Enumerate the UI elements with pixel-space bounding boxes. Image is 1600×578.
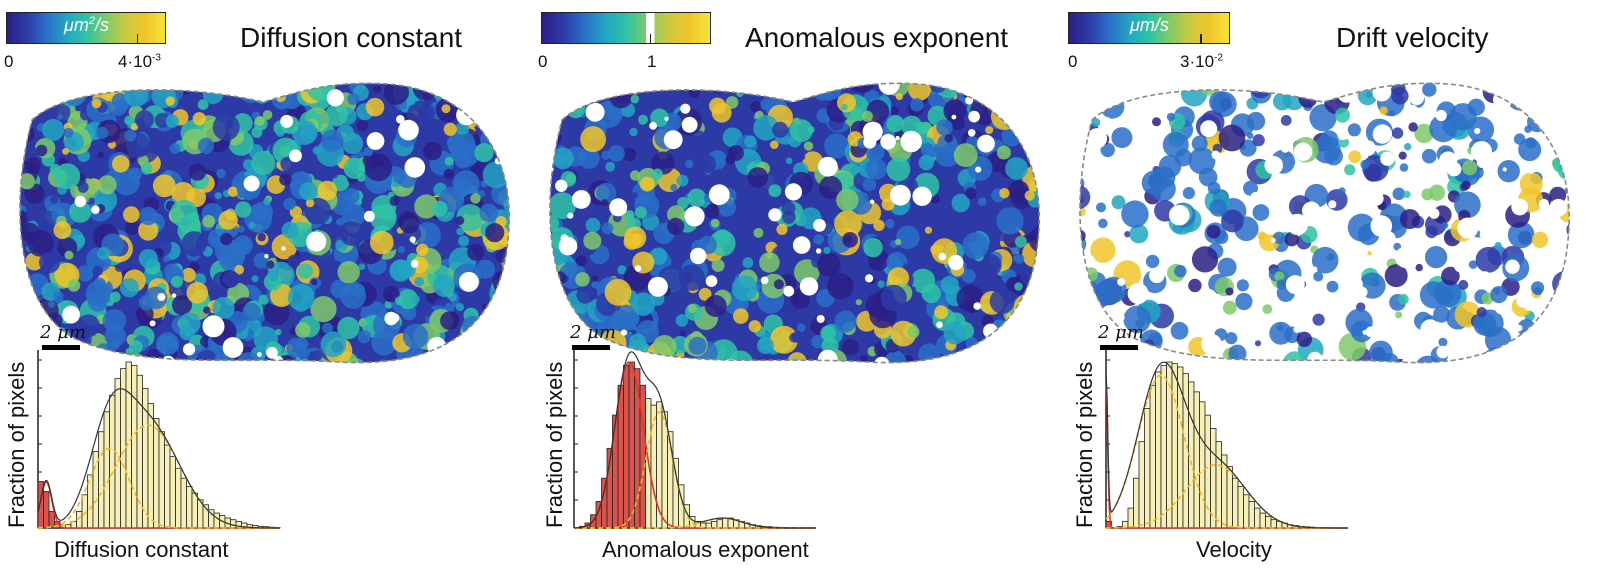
histogram-bar	[1254, 507, 1261, 529]
histogram-bar	[180, 477, 187, 529]
histogram-bar	[1270, 519, 1277, 529]
histogram-bar	[120, 368, 127, 529]
colorbar-marker	[136, 34, 139, 43]
histogram-bar	[103, 411, 110, 529]
histogram-bar	[1166, 361, 1173, 529]
colorbar-tick-min: 0	[1068, 52, 1078, 71]
histogram-bar	[716, 519, 723, 529]
panel-drift: μm/s 0 3·10-2 Drift velocity 2 μm Fracti…	[1060, 0, 1600, 578]
scale-bar-label: 2 μm	[40, 322, 86, 343]
histogram-bar	[230, 519, 237, 529]
histogram-bar	[1193, 391, 1200, 529]
histogram-bar	[169, 456, 176, 529]
colorbar-marker	[1200, 34, 1202, 43]
histogram-bar	[175, 467, 182, 529]
fit-curve	[1105, 361, 1348, 529]
colorbar-diffusion	[6, 12, 166, 44]
histogram-bar	[48, 510, 55, 529]
panel-title: Drift velocity	[1336, 22, 1489, 53]
histogram-bar	[672, 457, 679, 529]
panel-diffusion: μm2/s 0 4·10-3 Diffusion constant 2 μm F…	[0, 0, 530, 578]
x-axis-label: Diffusion constant	[54, 537, 229, 562]
colorbar-tick-max: 3·10-2	[1180, 52, 1223, 71]
panel-title: Diffusion constant	[240, 22, 463, 53]
colorbar-drift	[1068, 12, 1230, 44]
y-axis-label: Fraction of pixels	[542, 361, 567, 528]
histogram-bar	[213, 512, 220, 529]
y-axis-label: Fraction of pixels	[1072, 361, 1097, 528]
histogram-bar	[628, 361, 635, 529]
panel-title: Anomalous exponent	[745, 22, 1009, 53]
histogram-bar	[617, 384, 624, 529]
histogram-bar	[136, 374, 143, 529]
histogram-bar	[650, 404, 657, 529]
histogram-bar	[1265, 515, 1272, 529]
fit-curve	[37, 388, 280, 529]
y-axis-label: Fraction of pixels	[4, 361, 29, 528]
colorbar-tick-min: 0	[4, 52, 14, 71]
scale-bar	[572, 345, 610, 350]
colorbar-tick-min: 0	[538, 52, 548, 71]
histogram-diffusion	[37, 350, 281, 529]
x-axis-label: Velocity	[1196, 537, 1272, 562]
histogram-drift	[1105, 350, 1348, 529]
fit-curve	[574, 351, 816, 529]
histogram-bar	[1155, 371, 1162, 529]
histogram-bar	[1160, 364, 1167, 529]
histogram-bar	[1199, 401, 1206, 529]
histogram-anomalous	[573, 350, 816, 529]
histogram-bar	[1232, 477, 1239, 529]
histogram-bar	[98, 431, 105, 529]
colorbar-marker	[649, 34, 652, 43]
histogram-bar	[1127, 507, 1134, 529]
colorbar-anomalous	[541, 12, 711, 44]
histogram-bar	[1226, 466, 1233, 529]
histogram-bar	[1177, 366, 1184, 529]
histogram-bar	[1144, 408, 1151, 529]
histogram-bar	[43, 491, 50, 529]
colorbar-tick-mid: 1	[647, 52, 657, 71]
colorbar-tick-max: 4·10-3	[118, 52, 161, 71]
histogram-bar	[1243, 494, 1250, 529]
colorbar-unit-drift: μm/s	[1130, 15, 1169, 35]
histogram-bar	[92, 451, 99, 529]
histogram-bar	[153, 418, 160, 529]
histogram-bar	[1204, 414, 1211, 529]
histogram-bar	[158, 431, 165, 529]
fit-curve	[38, 424, 280, 529]
histogram-bar	[711, 520, 718, 529]
histogram-bar	[722, 517, 729, 529]
scale-bar	[1100, 345, 1138, 350]
histogram-bar	[186, 486, 193, 529]
histogram-bar	[1215, 441, 1222, 529]
histogram-bar	[131, 364, 138, 529]
scale-bar-label: 2 μm	[570, 322, 616, 343]
histogram-bar	[601, 477, 608, 529]
histogram-bar	[147, 403, 154, 529]
histogram-bar	[1259, 512, 1266, 529]
scale-bar-label: 2 μm	[1098, 322, 1144, 343]
histogram-bar	[1248, 501, 1255, 529]
histogram-bar	[661, 411, 668, 529]
fit-curve	[1105, 374, 1348, 529]
histogram-bar	[109, 394, 116, 529]
x-axis-label: Anomalous exponent	[602, 537, 809, 562]
histogram-bar	[164, 444, 171, 529]
histogram-bar	[1149, 384, 1156, 529]
histogram-bar	[623, 364, 630, 529]
fit-curve	[38, 447, 280, 529]
cell-map-drift	[1079, 82, 1570, 364]
histogram-bar	[1133, 477, 1140, 529]
colorbar-unit-diffusion: μm2/s	[64, 15, 109, 35]
histogram-bar	[1237, 486, 1244, 529]
cell-map-anomalous	[549, 82, 1040, 364]
histogram-bar	[1138, 441, 1145, 529]
scale-bar	[42, 345, 80, 350]
panel-anomalous: 0 1 Anomalous exponent 2 μm Fraction of …	[530, 0, 1060, 578]
cell-map-diffusion	[19, 82, 510, 364]
histogram-bar	[191, 492, 198, 529]
